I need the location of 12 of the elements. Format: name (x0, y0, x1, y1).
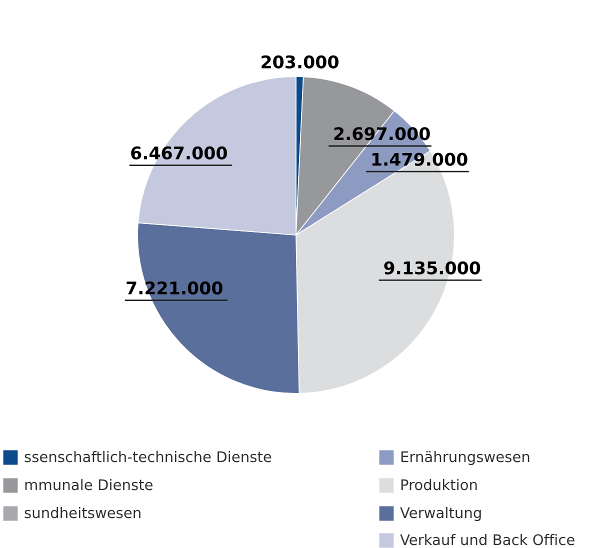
legend-label: sundheitswesen (24, 506, 140, 518)
data-label: 6.467.000 (131, 146, 227, 160)
legend-label: ssenschaftlich-technische Dienste (24, 450, 272, 462)
data-label: 2.697.000 (334, 127, 430, 140)
legend-label: mmunale Dienste (25, 478, 152, 490)
legend-label: Verwaltung (400, 506, 481, 522)
data-label: 203.000 (262, 55, 338, 68)
data-label: 1.479.000 (372, 152, 468, 166)
legend-label: Ernährungswesen (401, 450, 530, 466)
legend-label: Produktion (401, 478, 477, 490)
legend-label: Verkauf und Back Office (400, 534, 574, 546)
data-label: 9.135.000 (384, 261, 480, 274)
